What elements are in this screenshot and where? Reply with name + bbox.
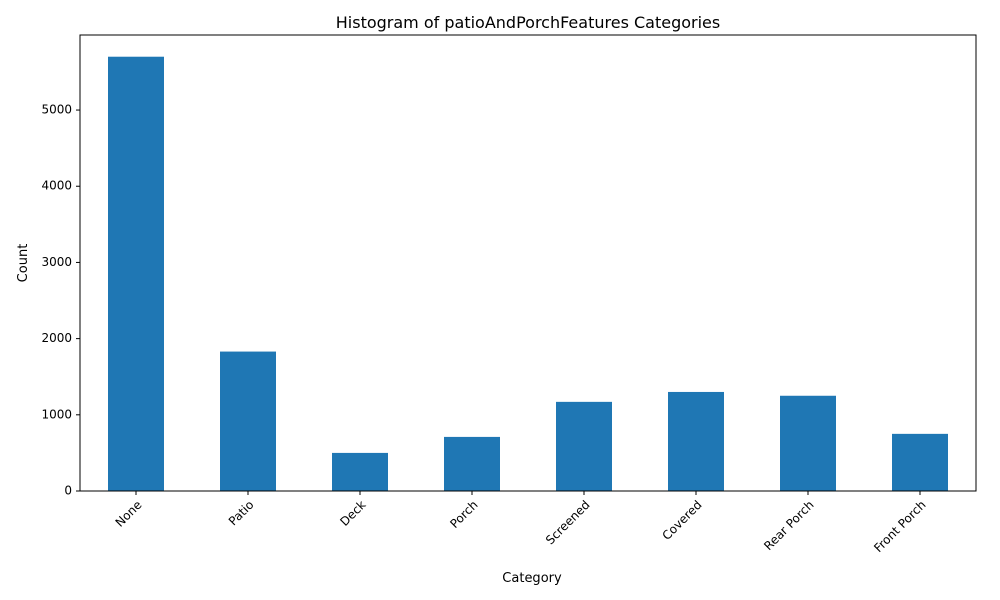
bar-deck	[332, 452, 388, 491]
x-tick-label: Front Porch	[871, 498, 928, 555]
bar-covered	[668, 391, 724, 491]
x-axis-label: Category	[502, 571, 562, 586]
y-axis-label: Count	[16, 244, 31, 283]
y-axis-ticks: 0 1000 2000 3000 4000 5000	[41, 103, 80, 498]
x-tick-label: Porch	[447, 498, 480, 531]
bars-layer	[108, 56, 948, 491]
x-tick-label: None	[113, 498, 145, 530]
bar-screened	[556, 401, 612, 491]
bar-porch	[444, 436, 500, 491]
bar-none	[108, 56, 164, 491]
chart-title: Histogram of patioAndPorchFeatures Categ…	[336, 13, 720, 32]
bar-patio	[220, 351, 276, 491]
x-tick-label: Deck	[337, 498, 368, 529]
x-tick-label: Patio	[226, 498, 257, 529]
x-tick-label: Rear Porch	[761, 498, 816, 553]
y-tick-label: 0	[64, 484, 72, 498]
x-axis-ticks: None Patio Deck Porch Screened Covered Rear Po…	[113, 491, 929, 555]
bar-rear-porch	[780, 395, 836, 491]
y-tick-label: 5000	[41, 103, 72, 117]
x-tick-label: Screened	[543, 498, 593, 548]
y-tick-label: 4000	[41, 179, 72, 193]
bar-front-porch	[892, 433, 948, 491]
y-tick-label: 3000	[41, 255, 72, 269]
x-tick-label: Covered	[659, 498, 704, 543]
y-tick-label: 2000	[41, 331, 72, 345]
y-tick-label: 1000	[41, 407, 72, 421]
plot-frame	[79, 34, 977, 492]
